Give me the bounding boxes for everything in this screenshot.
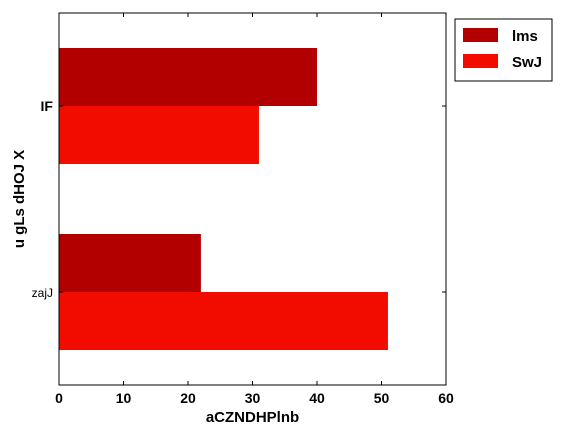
x-tick-label: 0 [55,390,63,406]
x-tick-label: 20 [180,390,196,406]
bar-lms-zajj [59,234,201,292]
x-axis: 0 10 20 30 40 50 60 [55,13,454,406]
y-axis-label: u gLs dHOJ X [11,150,28,248]
x-tick-label: 60 [438,390,454,406]
bars-layer [59,48,388,350]
y-tick-label: zajJ [32,286,53,300]
legend-label-swj: SwJ [512,54,542,71]
x-tick-label: 10 [116,390,132,406]
x-tick-label: 40 [309,390,325,406]
bar-swj-zajj [59,292,388,350]
x-tick-label: 30 [245,390,261,406]
legend-swatch-swj [463,54,498,68]
bar-lms-if [59,48,317,106]
y-tick-label: IF [41,98,54,114]
legend-swatch-lms [463,28,498,42]
legend[interactable]: lms SwJ [454,18,553,82]
bar-swj-if [59,106,259,164]
y-axis: IF zajJ [32,98,446,300]
legend-label-lms: lms [512,28,538,45]
x-tick-label: 50 [374,390,390,406]
x-axis-label: aCZNDHPlnb [206,409,299,426]
